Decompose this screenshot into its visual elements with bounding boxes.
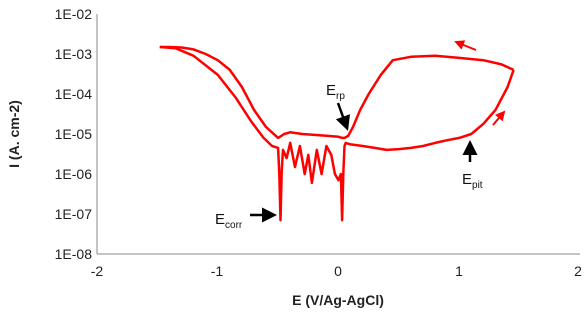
x-tick-label: 1 bbox=[455, 263, 463, 279]
y-tick-label: 1E-02 bbox=[55, 6, 93, 22]
polarization-sweep-1-line bbox=[159, 45, 515, 222]
polarization-sweep-2-line bbox=[159, 45, 515, 140]
y-tick-label: 1E-05 bbox=[55, 126, 93, 142]
x-tick-label: -2 bbox=[91, 263, 104, 279]
ecorr-label-main: E bbox=[215, 211, 225, 228]
sweep-return-arrow-icon bbox=[454, 40, 477, 51]
y-axis-title: I (A. cm-2) bbox=[6, 100, 22, 168]
epit-label: Epit bbox=[462, 171, 483, 191]
x-tick-label: 0 bbox=[334, 263, 342, 279]
erp-label-main: E bbox=[326, 82, 336, 99]
axes bbox=[96, 14, 580, 255]
sweep-forward-arrow-icon bbox=[492, 110, 506, 126]
epit-label-sub: pit bbox=[472, 180, 483, 191]
x-tick-label: 2 bbox=[574, 263, 582, 279]
x-tick-label: -1 bbox=[211, 263, 224, 279]
epit-label-main: E bbox=[462, 171, 472, 188]
annotations: Ecorr Erp Epit bbox=[215, 82, 483, 231]
erp-arrow-icon bbox=[335, 102, 350, 131]
y-tick-label: 1E-08 bbox=[55, 246, 93, 262]
series-layer bbox=[159, 45, 515, 222]
y-tick-label: 1E-07 bbox=[55, 206, 93, 222]
erp-label-sub: rp bbox=[336, 91, 345, 102]
y-tick-label: 1E-04 bbox=[55, 86, 93, 102]
erp-label: Erp bbox=[326, 82, 345, 102]
y-tick-label: 1E-03 bbox=[55, 46, 93, 62]
y-tick-label: 1E-06 bbox=[55, 166, 93, 182]
direction-arrows bbox=[454, 40, 506, 126]
ecorr-label-sub: corr bbox=[225, 220, 243, 231]
x-ticks: -2 -1 0 1 2 bbox=[91, 263, 582, 279]
ecorr-label: Ecorr bbox=[215, 211, 243, 231]
y-ticks: 1E-08 1E-07 1E-06 1E-05 1E-04 1E-03 1E-0… bbox=[55, 6, 93, 262]
x-axis-title: E (V/Ag-AgCl) bbox=[292, 292, 384, 308]
